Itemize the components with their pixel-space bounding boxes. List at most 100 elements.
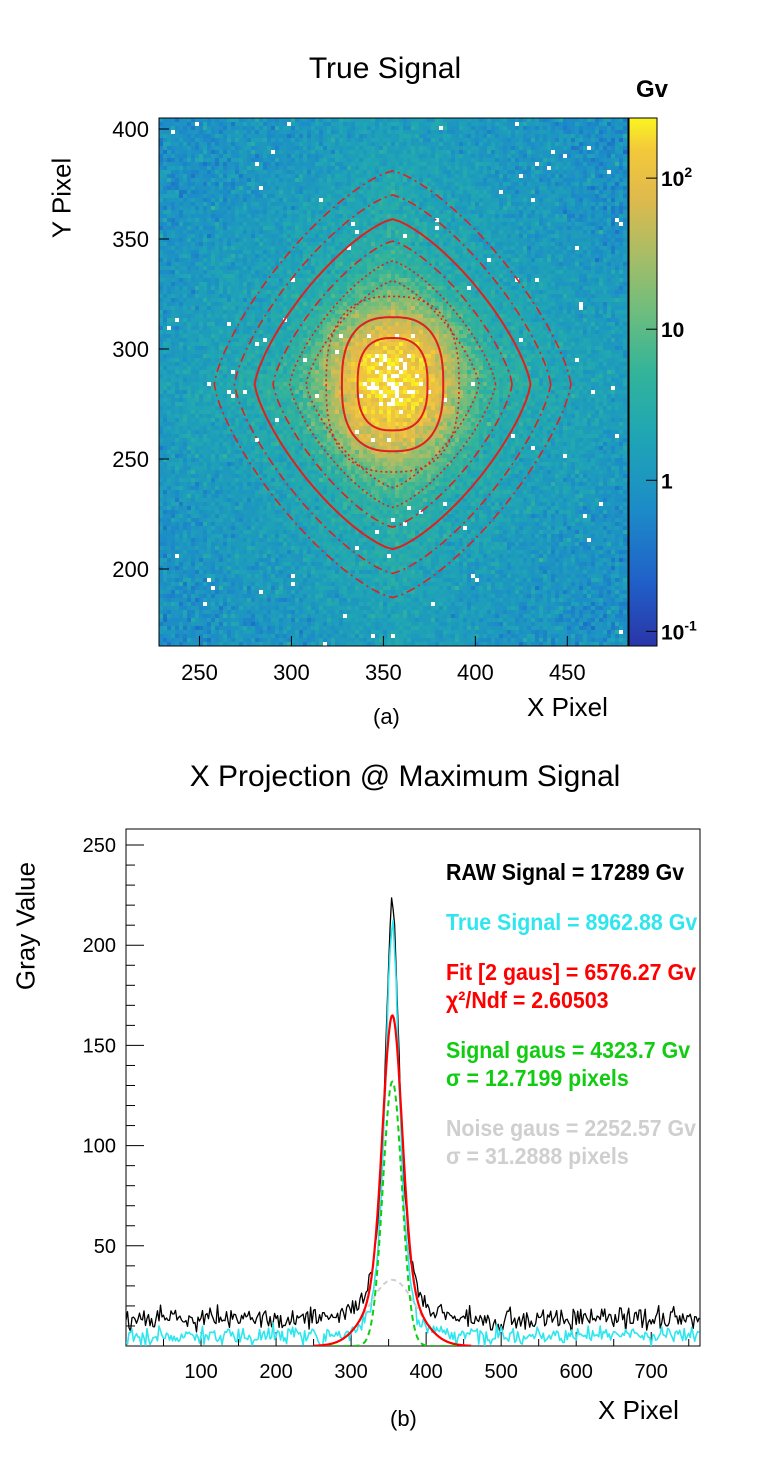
heatmap-cell <box>311 190 315 194</box>
heatmap-cell <box>387 158 391 162</box>
heatmap-cell <box>587 170 591 174</box>
heatmap-cell <box>571 118 575 122</box>
heatmap-cell <box>159 134 163 138</box>
heatmap-cell <box>231 190 235 194</box>
heatmap-cell <box>623 178 627 182</box>
heatmap-cell <box>219 186 223 190</box>
heatmap-cell <box>615 138 619 142</box>
heatmap-cell <box>223 130 227 134</box>
heatmap-cell <box>419 126 423 130</box>
heatmap-cell <box>535 118 539 122</box>
heatmap-cell <box>271 130 275 134</box>
heatmap-cell <box>575 150 579 154</box>
heatmap-cell <box>487 170 491 174</box>
heatmap-cell <box>523 166 527 170</box>
heatmap-cell <box>515 174 519 178</box>
heatmap-cell <box>171 134 175 138</box>
heatmap-cell <box>575 134 579 138</box>
heatmap-cell <box>183 182 187 186</box>
heatmap-cell <box>463 178 467 182</box>
heatmap-cell <box>255 150 259 154</box>
heatmap-cell <box>215 142 219 146</box>
heatmap-cell <box>575 178 579 182</box>
heatmap-cell <box>463 158 467 162</box>
heatmap-cell <box>255 182 259 186</box>
heatmap-cell <box>187 182 191 186</box>
heatmap-cell <box>211 126 215 130</box>
heatmap-cell <box>263 126 267 130</box>
heatmap-cell <box>503 158 507 162</box>
heatmap-cell <box>295 190 299 194</box>
heatmap-cell <box>227 154 231 158</box>
heatmap-cell <box>459 130 463 134</box>
heatmap-cell <box>459 150 463 154</box>
heatmap-cell <box>475 166 479 170</box>
heatmap-cell <box>439 170 443 174</box>
heatmap-cell <box>499 154 503 158</box>
heatmap-cell <box>183 154 187 158</box>
heatmap-cell <box>435 170 439 174</box>
heatmap-cell <box>499 130 503 134</box>
heatmap-cell <box>311 162 315 166</box>
heatmap-cell <box>263 142 267 146</box>
heatmap-cell <box>163 166 167 170</box>
heatmap-cell <box>223 174 227 178</box>
heatmap-cell <box>243 178 247 182</box>
heatmap-cell <box>363 154 367 158</box>
heatmap-cell <box>455 150 459 154</box>
heatmap-cell <box>423 122 427 126</box>
heatmap-cell <box>527 158 531 162</box>
heatmap-cell <box>391 158 395 162</box>
heatmap-cell <box>431 142 435 146</box>
heatmap-cell <box>367 158 371 162</box>
heatmap-cell <box>615 118 619 122</box>
heatmap-cell <box>167 158 171 162</box>
heatmap-cell <box>579 174 583 178</box>
heatmap-cell <box>571 174 575 178</box>
heatmap-cell <box>307 174 311 178</box>
heatmap-cell <box>259 178 263 182</box>
heatmap-cell <box>459 174 463 178</box>
heatmap-cell <box>611 142 615 146</box>
heatmap-cell <box>587 186 591 190</box>
heatmap-cell <box>451 126 455 130</box>
heatmap-cell <box>315 162 319 166</box>
heatmap-cell <box>539 146 543 150</box>
heatmap-cell <box>435 138 439 142</box>
heatmap-cell <box>251 118 255 122</box>
heatmap-cell <box>223 134 227 138</box>
heatmap-cell <box>335 182 339 186</box>
heatmap-cell <box>407 170 411 174</box>
heatmap-cell <box>435 182 439 186</box>
heatmap-cell <box>183 162 187 166</box>
heatmap-cell <box>219 118 223 122</box>
heatmap-cell <box>195 166 199 170</box>
heatmap-cell <box>199 158 203 162</box>
heatmap-cell <box>323 142 327 146</box>
heatmap-cell <box>427 122 431 126</box>
heatmap-cell <box>239 162 243 166</box>
heatmap-cell <box>403 146 407 150</box>
heatmap-cell <box>255 178 259 182</box>
heatmap-cell <box>191 162 195 166</box>
heatmap-cell <box>247 142 251 146</box>
heatmap-cell <box>323 134 327 138</box>
heatmap-cell <box>475 170 479 174</box>
heatmap-cell <box>487 186 491 190</box>
heatmap-cell <box>623 134 627 138</box>
heatmap-cell <box>227 158 231 162</box>
heatmap-cell <box>471 138 475 142</box>
heatmap-cell <box>167 134 171 138</box>
heatmap-cell <box>283 130 287 134</box>
heatmap-cell <box>499 146 503 150</box>
heatmap-cell <box>623 122 627 126</box>
heatmap-cell <box>339 122 343 126</box>
heatmap-cell <box>323 174 327 178</box>
heatmap-cell <box>359 146 363 150</box>
heatmap-cell <box>183 170 187 174</box>
heatmap-cell <box>187 154 191 158</box>
heatmap-cell <box>443 134 447 138</box>
heatmap-cell <box>467 130 471 134</box>
heatmap-cell <box>179 154 183 158</box>
heatmap-cell <box>523 150 527 154</box>
